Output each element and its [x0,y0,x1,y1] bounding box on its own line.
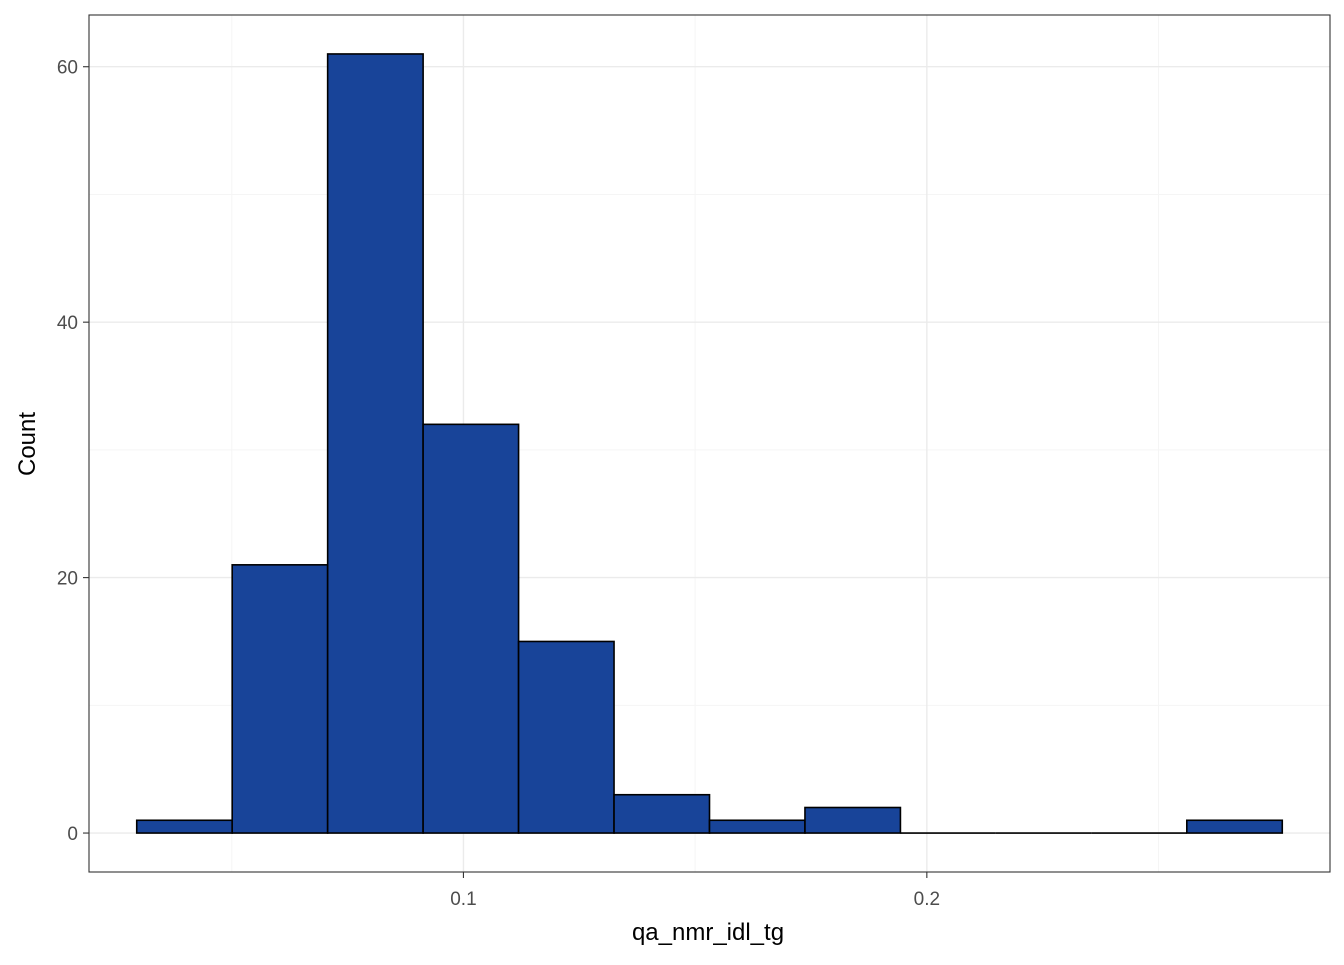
y-tick-label: 0 [67,824,78,845]
x-axis-title: qa_nmr_idl_tg [632,919,784,946]
histogram-bar [326,53,424,834]
histogram-bar [231,564,329,834]
x-axis-ticks: 0.1 0.2 [450,872,940,910]
x-tick-label: 0.1 [450,889,476,910]
histogram-bar [708,819,806,834]
x-tick-label: 0.2 [914,889,940,910]
panel-border [88,14,1331,873]
y-tick-label: 40 [57,313,78,334]
histogram-bars [135,53,1284,834]
histogram-bar [1186,819,1284,834]
y-tick-label: 60 [57,58,78,79]
histogram-bar [517,640,615,834]
y-axis-ticks: 0 20 40 60 [57,58,89,845]
y-axis-title: Count [14,412,41,476]
y-tick-label: 20 [57,569,78,590]
histogram-bar [422,423,520,834]
histogram-bar [804,806,902,834]
histogram-bar [135,819,233,834]
histogram-bar [613,793,711,834]
